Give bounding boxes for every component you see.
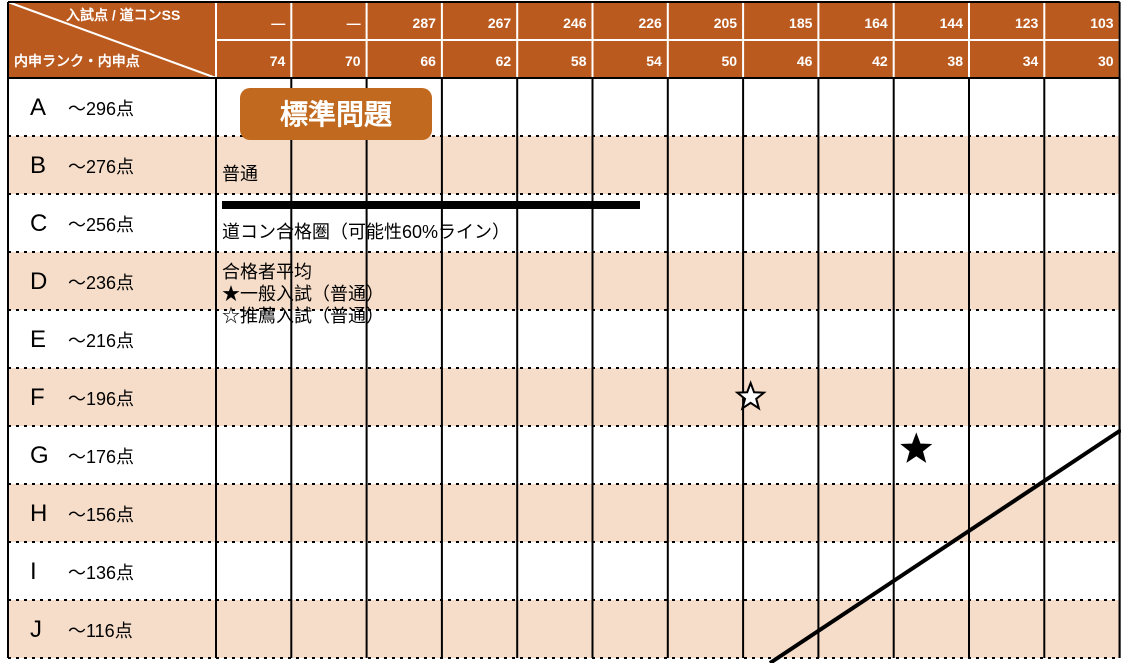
legend-item: ★一般入試（普通） (222, 284, 384, 304)
badge-text: 標準問題 (280, 98, 393, 130)
body-row-bg (8, 252, 1120, 310)
row-label-letter: A (30, 94, 46, 121)
header-row2-value: 54 (646, 53, 662, 69)
header-row2-value: 42 (872, 53, 888, 69)
chart-svg: 入試点 / 道コンSS 内申ランク・内申点 — — 287 267 246 226 205 185… (0, 0, 1121, 663)
header-row2-value: 34 (1023, 53, 1039, 69)
header-row2-value: 50 (722, 53, 738, 69)
header-diag-bottom-label: 内申ランク・内申点 (14, 53, 140, 69)
row-label-letter: G (30, 442, 49, 469)
header-row1-value: 144 (940, 15, 964, 31)
header-row1-value: 123 (1015, 15, 1039, 31)
header-row1-value: 226 (638, 15, 662, 31)
body-row-bg (8, 368, 1120, 426)
chart-container: 入試点 / 道コンSS 内申ランク・内申点 — — 287 267 246 226 205 185… (0, 0, 1121, 663)
row-label-letter: B (30, 152, 46, 179)
row-label-letter: C (30, 210, 47, 237)
header-row1-value: 164 (864, 15, 888, 31)
header-row2-value: 66 (420, 53, 436, 69)
row-label-points: ～276点 (68, 157, 134, 177)
header-row2-value: 62 (496, 53, 512, 69)
row-label-points: ～236点 (68, 273, 134, 293)
header-row2-value: 30 (1098, 53, 1114, 69)
row-label-points: ～176点 (68, 447, 134, 467)
header-row1-value: 246 (563, 15, 587, 31)
header-row1-value: 185 (789, 15, 813, 31)
header-row2-value: 74 (270, 53, 286, 69)
header-row1-value: 287 (413, 15, 437, 31)
body-row-bg (8, 600, 1120, 658)
header-row2-value: 38 (947, 53, 963, 69)
row-label-points: ～196点 (68, 389, 134, 409)
row-label-letter: H (30, 500, 47, 527)
header-row2-value: 46 (797, 53, 813, 69)
row-label-points: ～156点 (68, 505, 134, 525)
header-row1-value: 103 (1090, 15, 1114, 31)
header-row2-value: 70 (345, 53, 361, 69)
header-row1-value: — (271, 15, 285, 31)
row-label-letter: I (30, 558, 37, 585)
header-row2-value: 58 (571, 53, 587, 69)
row-label-points: ～216点 (68, 331, 134, 351)
row-label-points: ～296点 (68, 99, 134, 119)
header-diag-top-label: 入試点 / 道コンSS (66, 7, 180, 23)
row-label-points: ～136点 (68, 563, 134, 583)
header-row1-value: — (347, 15, 361, 31)
body-row-bg (8, 484, 1120, 542)
body-row-bg (8, 136, 1120, 194)
legend-item: 普通 (222, 164, 258, 184)
body-row-bg (8, 310, 1120, 368)
row-label-letter: D (30, 268, 47, 295)
body-row-bg (8, 542, 1120, 600)
body-row-bg (8, 78, 1120, 136)
body-row-bg (8, 426, 1120, 484)
row-label-points: ～256点 (68, 215, 134, 235)
legend-item: 道コン合格圏（可能性60%ライン） (222, 222, 510, 242)
header-row1-value: 267 (488, 15, 512, 31)
row-label-letter: F (30, 384, 45, 411)
legend-item: ☆推薦入試（普通） (222, 306, 384, 326)
row-label-points: ～116点 (68, 621, 133, 641)
row-label-letter: J (30, 616, 42, 643)
row-label-letter: E (30, 326, 46, 353)
legend-item: 合格者平均 (222, 262, 312, 282)
header-row1-value: 205 (714, 15, 738, 31)
